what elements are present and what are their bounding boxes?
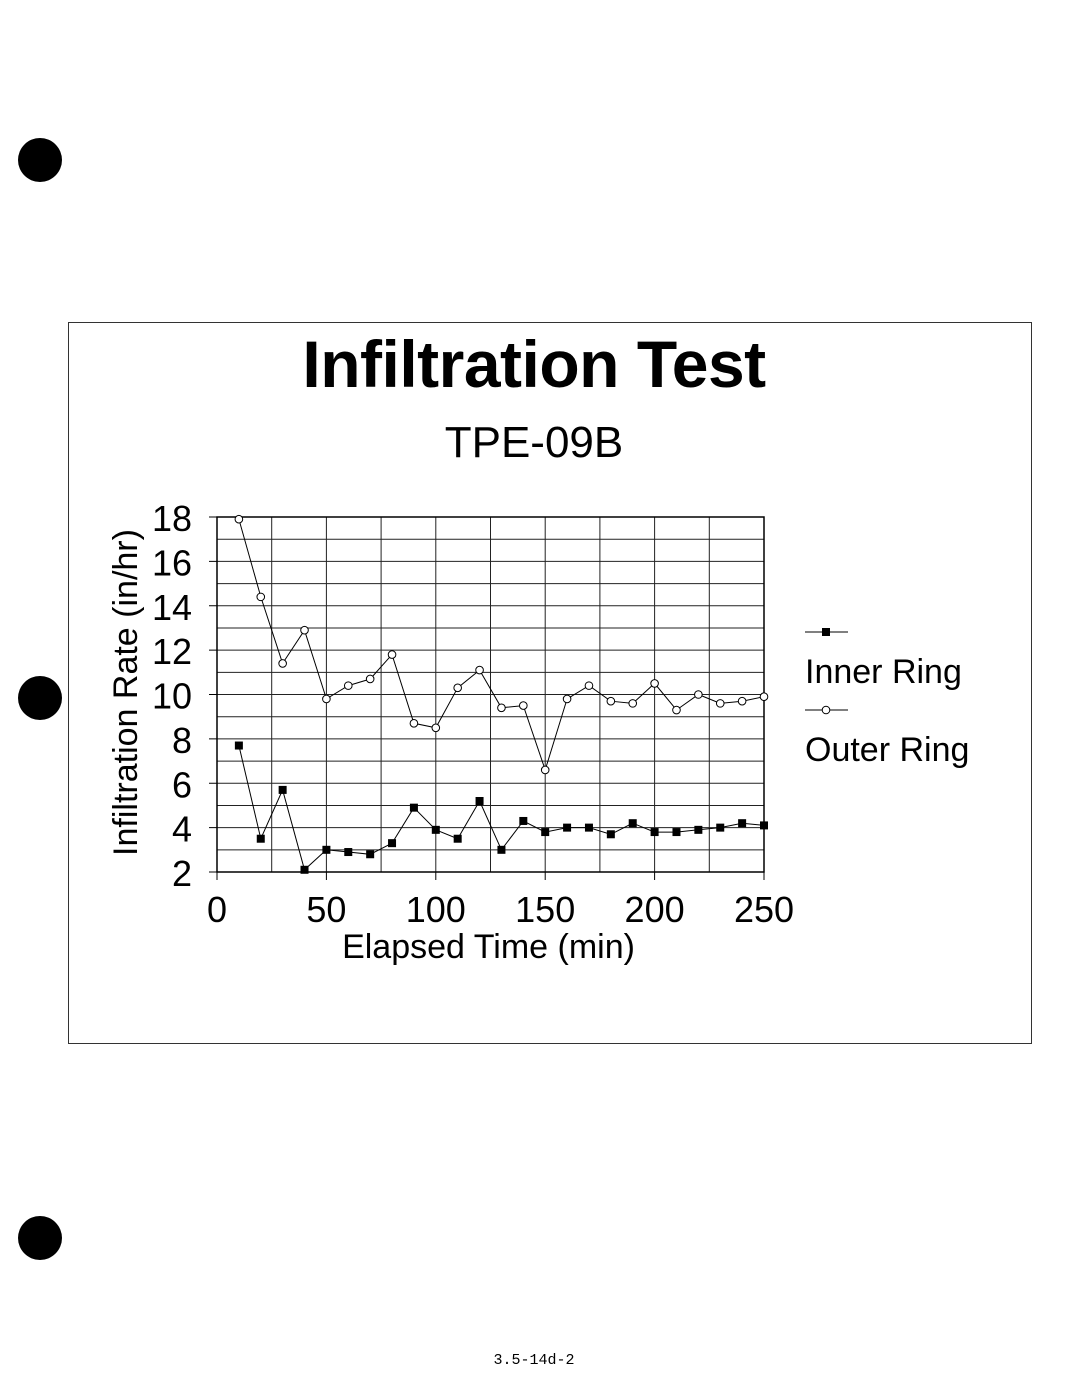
y-tick-label: 6 (172, 764, 192, 805)
y-tick-label: 16 (152, 542, 192, 583)
legend-marker-square (822, 628, 830, 636)
data-point-inner-ring (431, 825, 440, 834)
data-point-outer-ring (365, 674, 375, 684)
binder-hole-bottom (18, 1216, 62, 1260)
data-point-inner-ring (650, 828, 659, 837)
data-point-outer-ring (234, 514, 244, 524)
y-tick-label: 10 (152, 676, 192, 717)
x-tick-label: 200 (625, 889, 685, 930)
data-point-outer-ring (584, 681, 594, 690)
y-tick-label: 14 (152, 587, 192, 628)
data-point-inner-ring (584, 823, 593, 832)
data-point-outer-ring (562, 694, 572, 704)
data-point-outer-ring (650, 679, 659, 688)
legend-label: Outer Ring (805, 731, 969, 769)
series-line-1 (238, 519, 765, 772)
data-point-inner-ring (606, 830, 615, 839)
y-tick-label: 2 (172, 853, 192, 894)
data-point-inner-ring (694, 825, 703, 834)
data-point-inner-ring (628, 819, 637, 828)
chart-subtitle: TPE-09B (444, 418, 624, 467)
data-point-inner-ring (234, 741, 243, 750)
data-point-inner-ring (738, 819, 747, 828)
data-point-inner-ring (475, 797, 484, 805)
data-point-outer-ring (715, 699, 725, 708)
data-point-outer-ring (453, 683, 462, 693)
data-point-inner-ring (300, 865, 309, 874)
y-tick-label: 18 (152, 498, 192, 539)
legend-label: Inner Ring (805, 653, 962, 691)
data-point-outer-ring (606, 696, 616, 706)
y-axis-label: Infiltration Rate (in/hr) (107, 529, 145, 856)
data-point-inner-ring (366, 850, 375, 859)
data-point-outer-ring (475, 665, 484, 675)
x-tick-label: 50 (306, 889, 346, 930)
data-point-outer-ring (300, 625, 309, 635)
data-point-inner-ring (344, 848, 353, 857)
data-point-outer-ring (431, 723, 441, 733)
data-point-inner-ring (409, 803, 418, 812)
data-point-outer-ring (694, 690, 703, 699)
data-point-inner-ring (760, 821, 768, 830)
data-point-inner-ring (541, 828, 550, 837)
data-point-outer-ring (759, 692, 769, 702)
data-point-inner-ring (672, 828, 681, 837)
data-point-outer-ring (519, 701, 528, 710)
legend-marker-circle (821, 705, 831, 715)
data-point-inner-ring (716, 823, 725, 832)
data-point-outer-ring (497, 703, 506, 713)
x-tick-label: 100 (406, 889, 466, 930)
data-point-outer-ring (256, 592, 266, 602)
y-tick-label: 4 (172, 809, 192, 850)
data-point-outer-ring (387, 650, 397, 659)
data-point-outer-ring (540, 765, 550, 775)
y-tick-label: 12 (152, 631, 192, 672)
x-axis-label: Elapsed Time (min) (342, 928, 635, 966)
x-tick-label: 150 (515, 889, 575, 930)
data-point-inner-ring (563, 823, 572, 832)
data-point-outer-ring (628, 699, 638, 708)
binder-hole-top (18, 138, 62, 182)
chart-frame (68, 322, 1032, 1044)
x-tick-label: 250 (734, 889, 794, 930)
data-point-inner-ring (278, 785, 287, 794)
x-tick-label: 0 (207, 889, 227, 930)
data-point-inner-ring (322, 845, 331, 854)
data-point-inner-ring (388, 839, 397, 848)
data-point-outer-ring (409, 719, 419, 728)
data-point-outer-ring (322, 694, 331, 704)
binder-hole-middle (18, 676, 62, 720)
data-point-inner-ring (453, 834, 462, 843)
data-point-inner-ring (256, 834, 265, 843)
data-point-outer-ring (343, 681, 353, 690)
data-point-inner-ring (519, 816, 528, 825)
data-point-outer-ring (278, 659, 287, 668)
data-point-outer-ring (672, 705, 681, 715)
chart-title: Infiltration Test (302, 327, 766, 401)
data-point-outer-ring (737, 696, 747, 706)
data-point-inner-ring (497, 845, 506, 854)
page-reference: 3.5-14d-2 (493, 1352, 575, 1369)
y-tick-label: 8 (172, 720, 192, 761)
